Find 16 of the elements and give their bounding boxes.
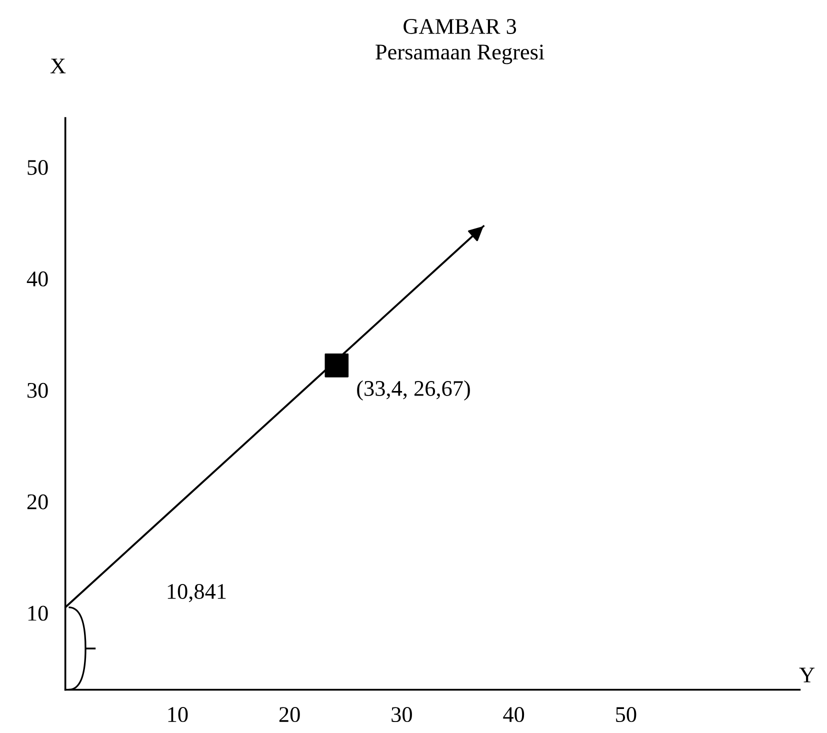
annotation: (33,4, 26,67)	[357, 380, 470, 401]
annotation: 10,841	[168, 584, 226, 602]
y-axis-title: X	[50, 58, 66, 74]
y-tick-label: 40	[26, 271, 48, 286]
chart-title: GAMBAR 3	[404, 19, 516, 34]
chart-subtitle: Persamaan Regresi	[376, 44, 544, 64]
y-tick-label: 50	[28, 160, 48, 175]
y-tick-label: 30	[28, 382, 48, 398]
y-tick-label: 10	[28, 606, 48, 621]
x-tick-label: 40	[503, 707, 524, 722]
x-tick-label: 30	[392, 707, 412, 722]
x-tick-label: 20	[279, 707, 300, 722]
x-tick-label: 50	[616, 707, 636, 722]
x-tick-label: 10	[168, 707, 188, 722]
y-tick-label: 20	[27, 494, 48, 510]
x-axis-title: Y	[799, 668, 815, 682]
